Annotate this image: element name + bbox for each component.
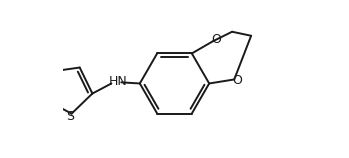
Text: S: S	[66, 110, 74, 123]
Text: O: O	[232, 74, 242, 87]
Text: HN: HN	[109, 75, 128, 88]
Text: O: O	[211, 33, 221, 46]
